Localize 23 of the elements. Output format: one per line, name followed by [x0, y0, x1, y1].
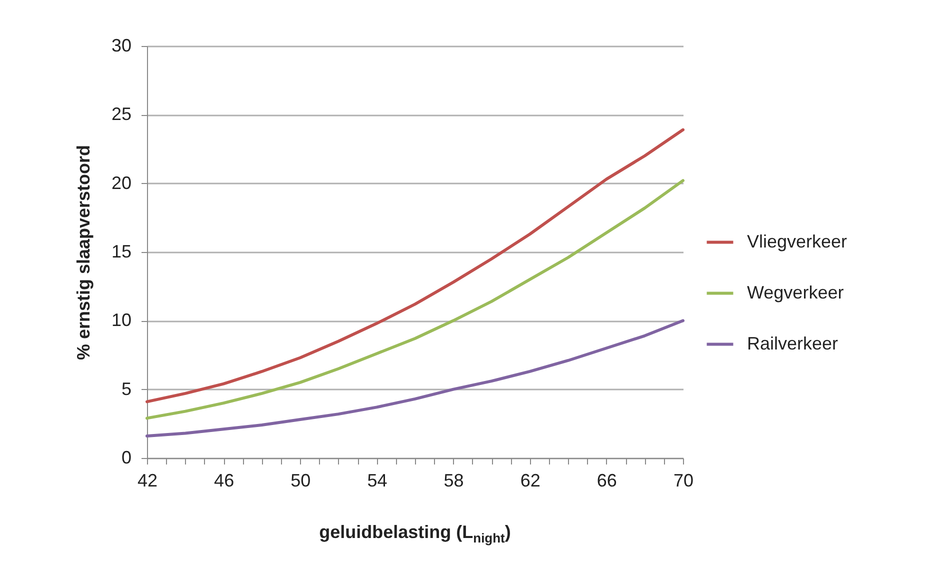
- x-tick-label: 58: [444, 470, 464, 490]
- y-tick-label: 5: [121, 378, 132, 399]
- y-tick-label: 20: [111, 172, 132, 193]
- y-tick-label: 15: [111, 242, 132, 262]
- legend-label: Vliegverkeer: [747, 231, 848, 252]
- line-series: [146, 319, 684, 438]
- x-tick-label: 66: [596, 470, 617, 490]
- x-axis-title: geluidbelasting (L$_{night}$): [318, 522, 512, 546]
- y-tick-label: 10: [111, 310, 132, 330]
- x-tick-label: 54: [367, 470, 388, 490]
- x-tick-label: 62: [520, 470, 540, 490]
- y-tick-label: 25: [111, 104, 132, 124]
- x-tick-label: 50: [290, 470, 311, 490]
- y-tick-label: 30: [111, 36, 132, 56]
- x-tick-label: 46: [214, 470, 234, 490]
- y-tick-label: 0: [121, 448, 132, 468]
- x-tick-label: 70: [673, 470, 694, 490]
- x-tick-label: 42: [137, 470, 158, 490]
- line-series: [146, 179, 684, 420]
- legend-label: Railverkeer: [747, 333, 838, 354]
- legend-label: Wegverkeer: [747, 282, 844, 302]
- line-series: [146, 128, 684, 404]
- y-axis-title: % ernstig slaapverstoord: [73, 144, 94, 360]
